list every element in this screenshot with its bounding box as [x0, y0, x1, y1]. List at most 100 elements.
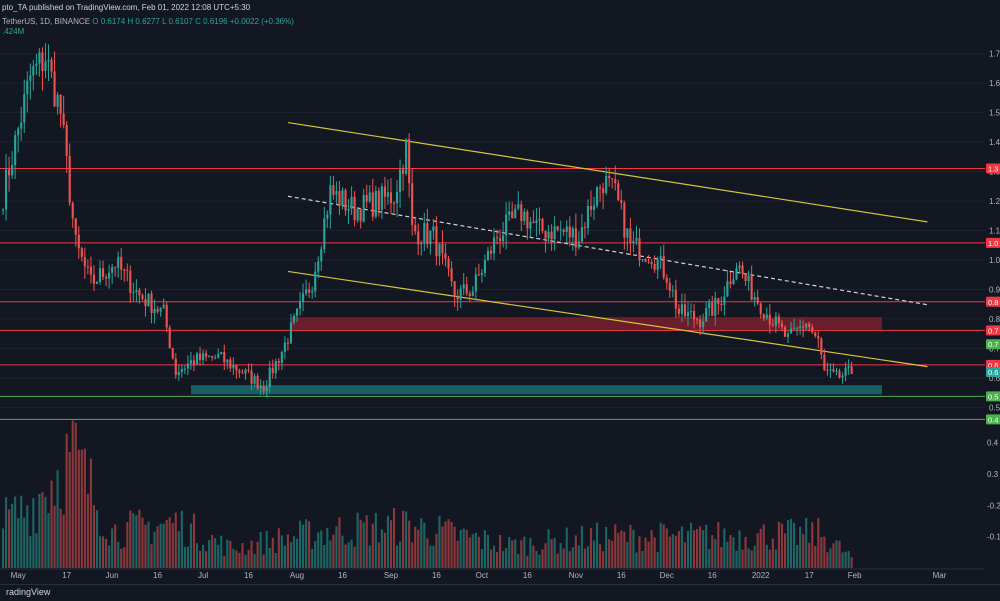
volume-bar [689, 522, 693, 568]
candle-body [492, 237, 496, 254]
volume-bar [659, 522, 662, 568]
candle-body [317, 261, 320, 272]
candle-body [253, 375, 256, 384]
candle-body [286, 342, 289, 344]
candle [317, 256, 320, 279]
volume-bar [305, 519, 308, 568]
candle [20, 106, 23, 141]
candle [477, 263, 480, 276]
volume-bar [686, 531, 690, 568]
candle-body [711, 302, 714, 316]
volume-bar [608, 539, 611, 568]
candle [677, 304, 680, 318]
volume-bar [108, 545, 111, 568]
candle-body [156, 309, 159, 312]
candle [665, 274, 668, 290]
candle-body [62, 113, 65, 126]
candle [435, 216, 438, 266]
volume-bar [308, 521, 311, 568]
candle-body [783, 327, 787, 337]
candle [80, 246, 83, 262]
volume-legend: .424M [2, 27, 25, 36]
volume-bar [717, 522, 720, 568]
candle [641, 259, 644, 262]
time-axis-label: 16 [432, 571, 441, 580]
volume-bar [841, 552, 844, 568]
candle-body [138, 289, 141, 296]
volume-bar [826, 552, 829, 568]
volume-bar [198, 550, 202, 568]
price-tag: 1.3 [986, 163, 1000, 174]
volume-bar [441, 526, 444, 568]
candle-body [150, 293, 153, 314]
volume-bar [750, 550, 753, 568]
candle-body [280, 352, 283, 363]
volume-bar [105, 538, 108, 568]
candle-body [80, 248, 83, 258]
price-axis-label: 0.8 [989, 315, 1000, 324]
volume-axis: 0.4 0.3 -0.2 -0.1 [987, 439, 1000, 542]
candle-body [729, 281, 732, 284]
volume-bar [289, 541, 293, 568]
volume-bar [189, 523, 192, 568]
price-tag-box [986, 237, 1000, 248]
candle-body [650, 262, 653, 265]
candle [86, 259, 89, 275]
price-tag-label: 0.5 [988, 392, 998, 401]
volume-bar [714, 539, 717, 568]
volume-bar [171, 523, 174, 568]
candle-body [399, 169, 402, 192]
candle [702, 313, 705, 335]
volume-bar [11, 503, 14, 568]
candle [699, 314, 702, 336]
candle-body [402, 169, 405, 174]
candle [111, 264, 114, 285]
candle [202, 349, 205, 365]
time-axis-label: 17 [805, 571, 814, 580]
volume-bar [374, 512, 377, 568]
candle-body [793, 328, 796, 330]
volume-axis-label: -0.2 [987, 501, 1000, 510]
candle [389, 178, 393, 214]
candle-body [180, 369, 183, 372]
candle-body [547, 231, 550, 239]
volume-bar [771, 538, 774, 568]
candle-body [505, 214, 508, 236]
volume-axis-label: 0.3 [987, 470, 999, 479]
candle [835, 367, 838, 376]
candle [602, 182, 605, 210]
volume-bar [835, 540, 838, 568]
candle [192, 355, 196, 372]
volume-bar [317, 532, 320, 568]
candle-body [271, 367, 274, 374]
price-axis-label: 1.1 [989, 226, 1000, 235]
volume-bar [811, 522, 814, 568]
candle [556, 226, 559, 232]
price-axis-label: 0.6 [989, 374, 1000, 383]
volume-bar [132, 513, 135, 568]
candle [729, 272, 732, 289]
candle [235, 365, 238, 379]
volume-bar [732, 537, 735, 568]
volume-bar [611, 540, 614, 568]
candle-body [732, 279, 735, 284]
volume-bar [620, 530, 623, 568]
candle-body [568, 226, 571, 238]
candle [723, 286, 726, 316]
candle-body [611, 178, 614, 180]
candle-body [295, 308, 299, 316]
volume-bar [532, 545, 535, 568]
volume-bar [468, 537, 471, 568]
candle-body [38, 52, 41, 64]
volume-bar [23, 517, 26, 568]
candle-body [820, 338, 823, 355]
volume-bar [477, 536, 480, 568]
volume-bar [420, 518, 423, 568]
volume-bar [295, 538, 299, 568]
volume-bar [211, 534, 214, 568]
candle [799, 319, 802, 335]
candle [471, 286, 474, 297]
candle [520, 200, 523, 231]
volume-bar [429, 545, 432, 568]
